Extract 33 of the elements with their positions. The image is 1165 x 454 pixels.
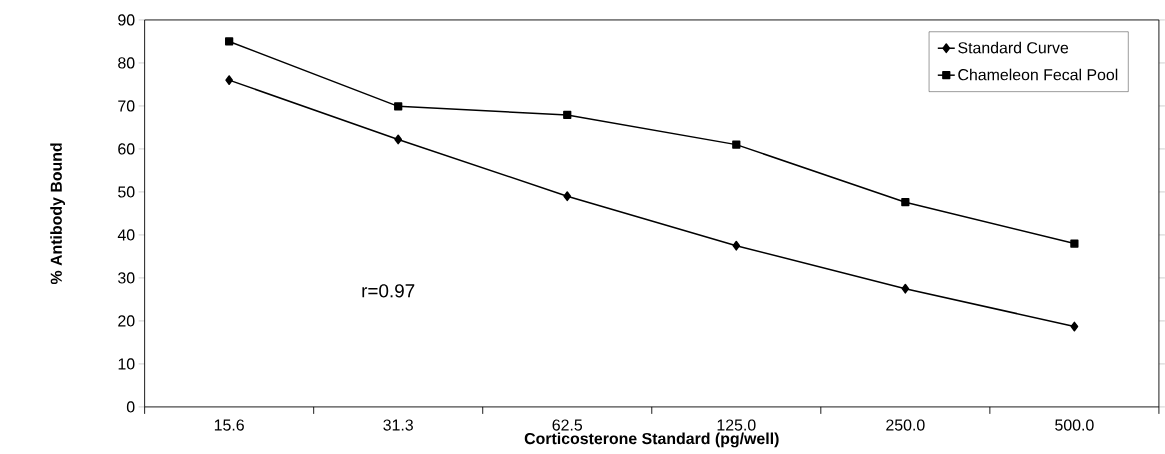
point — [901, 283, 910, 294]
point — [732, 240, 741, 251]
point — [563, 191, 572, 202]
legend-label: Chameleon Fecal Pool — [958, 68, 1118, 81]
point — [394, 134, 403, 145]
y-axis-title: % Antibody Bound — [50, 143, 66, 285]
y-tick-label: 10 — [118, 358, 135, 370]
x-tick-label: 62.5 — [552, 419, 583, 431]
point — [563, 110, 572, 120]
x-tick-label: 125.0 — [717, 419, 756, 431]
point — [225, 37, 234, 46]
point — [901, 198, 910, 207]
point — [732, 140, 741, 149]
annotation: r=0.97 — [362, 284, 415, 298]
x-tick-label: 31.3 — [383, 419, 413, 431]
y-tick-label: 80 — [118, 57, 135, 69]
y-tick-label: 70 — [118, 100, 135, 112]
point — [394, 102, 403, 111]
y-tick-label: 60 — [118, 143, 135, 155]
y-tick-label: 30 — [118, 272, 135, 284]
y-tick-label: 90 — [118, 14, 135, 26]
x-tick-label: 15.6 — [214, 419, 244, 431]
point — [1070, 239, 1079, 248]
point — [225, 75, 234, 86]
x-tick-label: 250.0 — [886, 419, 925, 431]
legend-label: Standard Curve — [958, 41, 1069, 54]
y-tick-label: 0 — [126, 401, 135, 413]
y-tick-label: 20 — [118, 315, 135, 327]
y-tick-label: 50 — [118, 186, 135, 198]
y-tick-label: 40 — [117, 229, 135, 241]
x-axis-title: Corticosterone Standard (pg/well) — [524, 432, 779, 448]
x-tick-label: 500.0 — [1055, 419, 1094, 431]
point — [1070, 321, 1079, 332]
